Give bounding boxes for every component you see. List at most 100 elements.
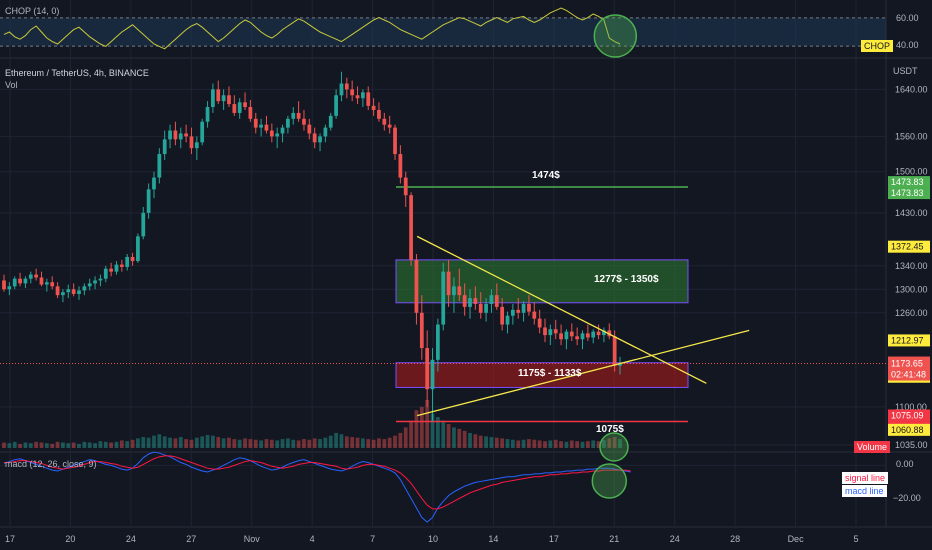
volume-bar (591, 440, 596, 448)
volume-bar (157, 434, 162, 448)
chop-tick-60: 60.00 (896, 13, 919, 23)
candle-body (441, 271, 446, 325)
candle-body (221, 95, 226, 102)
candle-body (205, 107, 210, 122)
candle-body (559, 333, 563, 340)
candle-body (580, 333, 585, 340)
volume-bar (489, 437, 494, 448)
price-axis-tag (888, 187, 930, 200)
candle-body (119, 264, 124, 267)
candle-body (307, 124, 312, 134)
candle-body (436, 324, 440, 360)
candle-body (382, 118, 387, 125)
volume-bar (596, 441, 601, 448)
volume-bar (371, 439, 376, 448)
volume-bar (307, 439, 312, 448)
volume-bar (355, 437, 360, 448)
candle-body (494, 295, 499, 307)
volume-bar (253, 439, 258, 448)
chop-indicator-title[interactable]: CHOP (14, 0) (5, 6, 60, 16)
countdown-label: 02:41:48 (891, 370, 926, 380)
price-axis-tag (888, 176, 930, 189)
volume-bar (280, 439, 285, 448)
volume-bar (328, 435, 333, 448)
volume-bar (216, 437, 221, 448)
price-axis-tag-label: 1372.45 (891, 242, 924, 252)
volume-bar (618, 439, 622, 448)
volume-bar (141, 437, 146, 448)
descending-trendline (416, 235, 707, 384)
candle-body (194, 142, 199, 149)
volume-bar (227, 437, 231, 448)
volume-bar (44, 443, 49, 448)
candle-body (468, 298, 472, 307)
price-axis-tag (888, 334, 930, 347)
volume-bar (548, 440, 553, 448)
volume-bar (537, 440, 542, 448)
volume-bar (344, 436, 349, 448)
candle-body (184, 133, 188, 137)
candle-body (543, 327, 547, 336)
annotation-support[interactable]: 1075$ (596, 424, 624, 435)
candle-body (130, 256, 135, 262)
candle-body (387, 124, 392, 128)
candle-body (162, 139, 167, 155)
candle-body (269, 130, 274, 137)
candle-body (146, 189, 151, 213)
candle-body (18, 278, 22, 284)
volume-bar (382, 439, 387, 448)
volume-bar (205, 434, 210, 448)
time-tick-label: 28 (730, 534, 740, 544)
volume-indicator-title[interactable]: Vol (5, 80, 18, 90)
annotation-green-zone-text: 1277$ - 1350$ (594, 274, 659, 286)
annotation-red-zone[interactable]: 1175$ - 1133$ (518, 368, 581, 379)
volume-bar (569, 440, 574, 448)
candle-body (339, 83, 344, 96)
time-tick-label: 5 (853, 534, 858, 544)
volume-bar (409, 420, 413, 448)
macd-indicator-title[interactable]: macd (12, 26, close, 9) (5, 459, 97, 469)
volume-bar (23, 442, 28, 448)
candle-body (61, 292, 65, 296)
annotation-resistance[interactable]: 1474$ (532, 170, 560, 181)
candle-body (334, 95, 338, 116)
volume-bar (521, 439, 526, 448)
candle-body (516, 309, 521, 313)
volume-bar (269, 439, 274, 448)
volume-bar (419, 406, 424, 448)
candle-body (462, 295, 467, 307)
volume-bar (237, 439, 242, 448)
volume-bar (184, 439, 188, 448)
candle-body (253, 118, 258, 128)
macd-line-legend: macd line (842, 485, 887, 497)
chop-line (3, 7, 621, 50)
volume-bar (243, 438, 247, 448)
volume-bar (398, 432, 403, 448)
volume-bar (296, 440, 301, 448)
annotation-green-zone[interactable]: 1277$ - 1350$ (594, 274, 659, 285)
volume-bar (350, 437, 355, 448)
volume-bar (564, 441, 569, 448)
volume-bar (553, 439, 558, 448)
volume-bar (211, 435, 215, 448)
volume-bar (494, 437, 499, 448)
symbol-title[interactable]: Ethereum / TetherUS, 4h, BINANCE (5, 68, 149, 78)
volume-bar (377, 438, 381, 448)
price-axis-tag-label: 1060.88 (891, 425, 924, 435)
volume-bar (612, 437, 617, 448)
price-axis-tag-label: 1473.83 (891, 188, 924, 198)
volume-bar (334, 432, 338, 448)
volume-bar (82, 441, 87, 448)
volume-bar (152, 435, 156, 448)
candle-body (302, 118, 306, 125)
candle-body (414, 259, 419, 313)
volume-bar (125, 441, 130, 448)
volume-bar (7, 443, 12, 448)
currency-label: USDT (893, 66, 918, 76)
signal-line (4, 455, 631, 510)
volume-bar (366, 439, 371, 448)
macd-highlight-circle (591, 463, 628, 499)
volume-bar (430, 413, 435, 448)
price-tick-label: 1260.00 (895, 308, 928, 318)
